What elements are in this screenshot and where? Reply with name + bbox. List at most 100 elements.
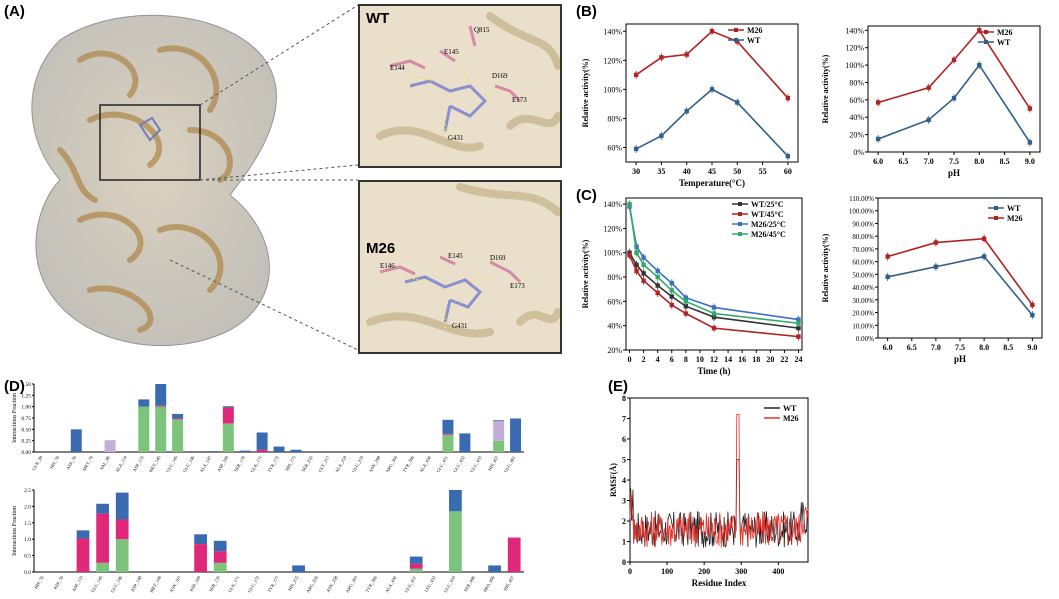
y-tick-label: 100% [845,61,864,70]
x-tick-label: 7.5 [955,343,965,352]
bar-segment [115,492,129,520]
bar-segment [222,406,234,408]
x-tick-label: 24 [794,355,802,364]
bar-segment [510,418,522,452]
x-tick-label: ALA_430 [418,454,432,472]
chart-time-stability: 20%40%60%80%100%120%140%0 2 4 6 8 10 12 14 16 18 2… [581,197,803,376]
x-tick-label: ASP_76 [52,574,64,590]
x-tick-label: HIS_215 [287,574,300,591]
y-tick-label: 80% [607,114,622,123]
x-tick-label: ARG_303 [345,574,359,593]
bar-segment [442,434,454,452]
x-tick-label: HIS_457 [503,574,516,591]
bar-segment [256,432,268,450]
series-line [635,88,789,157]
data-point [633,72,639,78]
x-tick-label: 100 [661,567,673,576]
y-axis-label: Interactions Fraction [12,393,18,443]
data-point [875,100,881,105]
chart-ph-activity: 0% 20% 40% 60% 80% 100% 120% 140% 6.0 6.5 7.0 7.5 8.… [821,25,1041,178]
panel-label-b: (B) [576,3,597,20]
x-tick-label: 16 [738,355,746,364]
bar-segment [213,540,227,552]
data-point [981,236,987,241]
x-tick-label: GLU_461 [503,455,516,472]
data-point [627,252,632,258]
panel-label-a: (A) [4,3,25,20]
x-tick-label: 0 [628,567,632,576]
y-tick-label: 80% [849,78,864,87]
bar-segment [493,440,505,452]
y-tick-label: 1.0 [24,537,31,543]
y-tick-label: 1.00 [21,405,31,411]
bar-segment [442,419,454,434]
data-point [655,274,660,280]
panel-label-c: (C) [576,187,597,204]
y-tick-label: 120% [603,56,622,65]
x-axis-label: Time (h) [697,366,730,376]
y-tick-label: 60.00% [852,259,874,267]
wt-residue-e145: E145 [444,48,459,56]
x-tick-label: GLY_217 [317,454,331,472]
x-tick-label: 8 [684,355,688,364]
data-point [951,57,957,63]
x-tick-label: HIS_173 [284,454,297,471]
data-point [655,268,660,274]
x-tick-label: ASN_298 [368,454,382,472]
x-tick-label: ASP_76 [65,454,77,470]
y-tick-label: 0 [622,558,626,567]
data-point [785,153,791,159]
x-tick-label: VAL_80 [99,454,111,471]
m26-binding-site-image: M26 E146 E145 D169 E173 G431 [358,180,562,354]
bar-segment [96,503,109,514]
x-tick-label: GLU_433 [469,454,483,472]
x-tick-label: 7.0 [924,157,934,166]
series-line [635,30,789,99]
x-tick-label: 6.5 [898,157,908,166]
x-tick-label: 8.5 [1000,157,1010,166]
x-tick-label: 6.0 [873,157,883,166]
x-tick-label: ALA_430 [384,574,398,593]
x-tick-label: SER_446 [463,574,476,592]
x-tick-label: 2 [642,355,646,364]
data-point [709,87,715,92]
x-tick-label: 50 [733,167,741,176]
x-tick-label: GLN_28 [31,454,44,471]
y-tick-label: 140% [603,200,622,209]
bar-segment [493,421,505,441]
bar-segment [222,423,234,452]
x-tick-label: SER_216 [301,454,314,472]
y-tick-label: 20% [607,346,622,355]
data-point [634,244,639,249]
wt-residue-g431: G431 [448,134,464,142]
x-tick-label: 4 [656,355,660,364]
m26-residue-e145: E145 [448,252,463,260]
y-tick-label: 0% [853,148,864,157]
x-tick-label: TYR_306 [402,454,416,472]
y-tick-label: 2.5 [24,488,31,494]
bar-segment [155,406,167,452]
x-tick-label: GLU_433 [443,574,457,593]
x-tick-label: ASN_167 [169,574,183,593]
bar-segment [507,537,521,572]
y-tick-label: 140% [845,26,864,35]
bar-segment [70,429,82,452]
legend-label: WT/25°C [751,200,784,209]
bar-segment [115,519,129,540]
y-tick-label: 70.00% [852,246,874,254]
legend-marker [984,30,988,34]
x-tick-label: ASP_169 [189,574,202,592]
bar-segment [292,565,305,572]
bar-segment [409,563,423,569]
legend-marker [738,202,742,206]
y-tick-label: 0.75 [21,416,31,422]
y-tick-label: 100.00% [849,208,874,216]
y-tick-label: 0.0 [24,570,31,576]
y-tick-label: 100% [603,249,622,258]
x-tick-label: 8.5 [1003,343,1013,352]
data-point [659,55,664,60]
legend-marker [984,40,988,44]
y-tick-label: 1.50 [21,382,31,388]
x-tick-label: 7.5 [949,157,959,166]
data-point [683,311,689,316]
